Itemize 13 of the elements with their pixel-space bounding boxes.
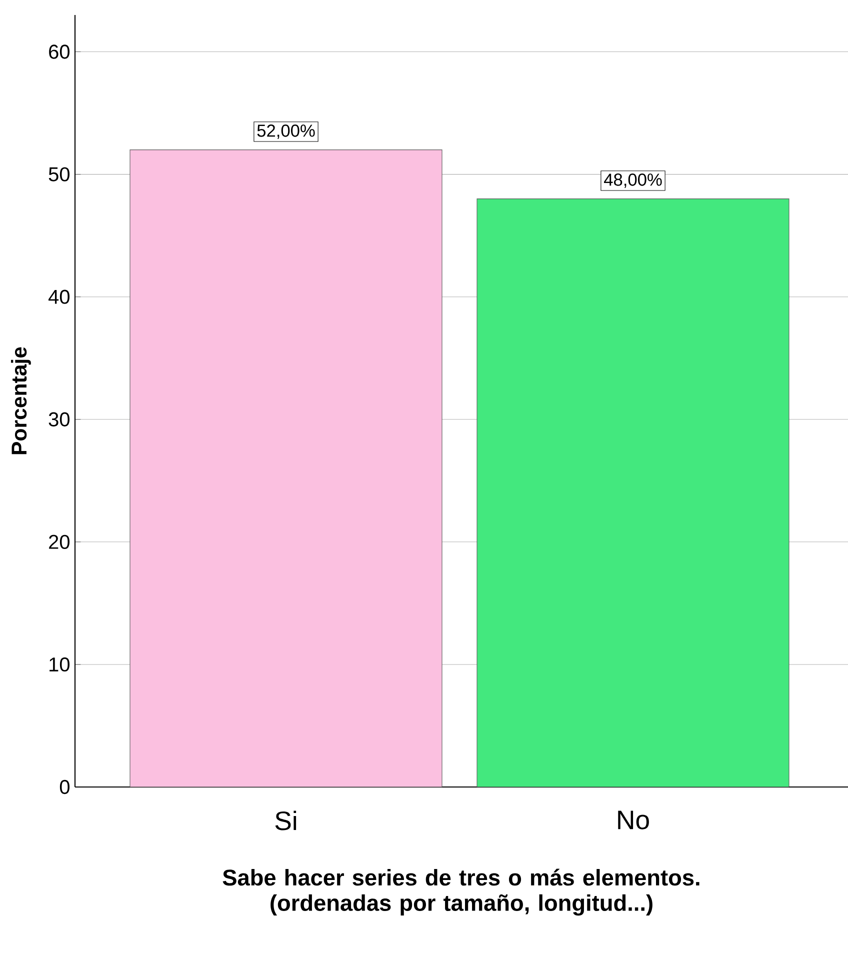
y-tick-label: 10 xyxy=(50,657,70,672)
y-tick-label: 20 xyxy=(49,534,70,549)
x-tick-label: No xyxy=(618,810,649,830)
y-tick-label: 40 xyxy=(48,290,70,304)
x-tick-label: Si xyxy=(275,810,296,830)
x-axis-title: Sabe hacer series de tres o más elementos. (ordenadas por tamaño, longitud...) xyxy=(222,868,700,916)
y-tick-label: 50 xyxy=(48,167,70,182)
data-label: 48,00% xyxy=(604,174,662,188)
y-tick-label: 60 xyxy=(49,44,70,59)
y-tick-label: 30 xyxy=(48,412,70,426)
y-axis-title: Porcentaje xyxy=(11,347,31,454)
y-tick-label: 0 xyxy=(60,780,70,794)
data-label: 52,00% xyxy=(257,124,315,139)
